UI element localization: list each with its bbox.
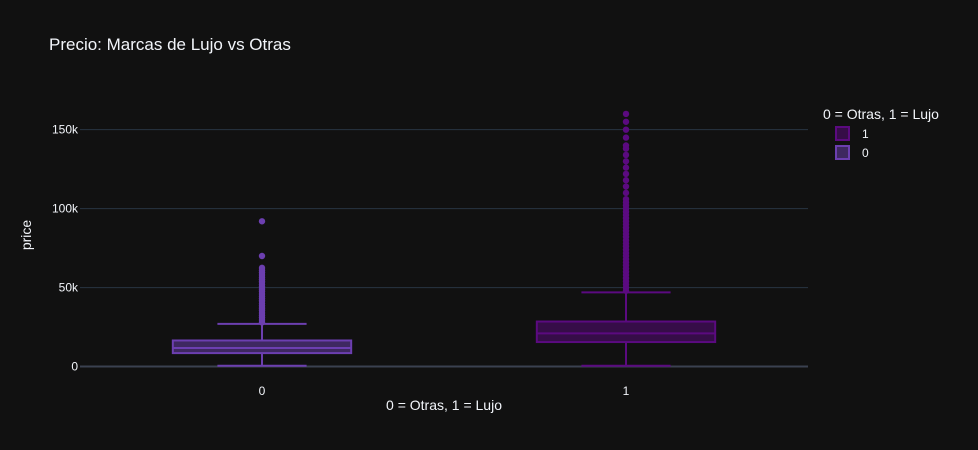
- legend-label: 0: [862, 146, 869, 160]
- outlier-point: [622, 164, 630, 171]
- legend-swatch: [835, 126, 850, 141]
- outlier-point: [622, 189, 630, 197]
- outlier-point: [622, 134, 630, 141]
- legend-title: 0 = Otras, 1 = Lujo: [823, 106, 939, 122]
- x-tick-label: 0: [259, 384, 266, 398]
- outlier-point: [622, 170, 630, 178]
- outlier-point: [622, 158, 630, 165]
- x-axis-title: 0 = Otras, 1 = Lujo: [386, 397, 502, 413]
- outlier-point: [622, 110, 630, 118]
- box-iqr: [535, 320, 717, 344]
- legend: 0 = Otras, 1 = Lujo 1 0: [823, 106, 939, 160]
- box-series: [171, 110, 717, 367]
- outlier-point: [622, 177, 630, 184]
- outlier-point: [258, 264, 266, 272]
- y-axis-title: price: [18, 220, 34, 251]
- legend-label: 1: [862, 127, 869, 141]
- gridlines: [80, 129, 808, 368]
- outlier-point: [258, 218, 266, 225]
- outlier-point: [622, 195, 630, 203]
- outlier-point: [622, 183, 630, 190]
- legend-item-1: 1: [835, 126, 869, 141]
- y-tick-label: 150k: [52, 123, 79, 137]
- y-axis-ticks: 0 50k 100k 150k: [52, 123, 79, 374]
- outlier-point: [622, 142, 630, 149]
- outlier-point: [622, 118, 630, 125]
- box-0: [171, 218, 353, 367]
- outlier-point: [622, 151, 630, 159]
- y-tick-label: 100k: [52, 202, 79, 216]
- chart-title: Precio: Marcas de Lujo vs Otras: [49, 35, 291, 54]
- y-tick-label: 50k: [59, 281, 79, 295]
- outlier-point: [258, 252, 266, 260]
- x-tick-label: 1: [623, 384, 630, 398]
- box-iqr: [171, 339, 353, 355]
- y-tick-label: 0: [71, 360, 78, 374]
- outlier-point: [622, 126, 630, 133]
- box-1: [535, 110, 717, 367]
- legend-item-0: 0: [835, 145, 869, 160]
- legend-swatch: [835, 145, 850, 160]
